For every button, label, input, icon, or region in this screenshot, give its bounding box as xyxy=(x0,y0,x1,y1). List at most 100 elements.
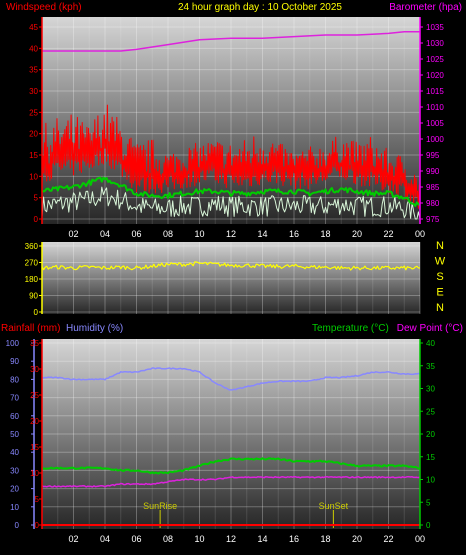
compass-label: W xyxy=(435,256,446,268)
sun-marker-label: SunSet xyxy=(319,501,349,511)
y-tick-label: 30 xyxy=(10,466,19,475)
y-tick-label: 15 xyxy=(29,151,38,160)
barometer-series-line xyxy=(42,31,420,52)
x-tick-label: 16 xyxy=(289,229,299,239)
x-tick-label: 10 xyxy=(194,229,204,239)
windspeed-series-line xyxy=(41,104,421,209)
y-tick-label: 100 xyxy=(6,339,20,348)
y-tick-label: 1035 xyxy=(426,23,444,32)
rainfall-axis-label: Rainfall (mm) xyxy=(1,323,60,334)
x-tick-label: 04 xyxy=(100,534,110,544)
y-tick-label: 30 xyxy=(29,87,38,96)
y-tick-label: 0 xyxy=(15,521,20,530)
humidity-series-line xyxy=(41,367,421,391)
temperature-axis-label: Temperature (°C) xyxy=(312,323,389,334)
x-tick-label: 12 xyxy=(226,534,236,544)
y-tick-label: 35 xyxy=(426,362,435,371)
y-tick-label: 980 xyxy=(426,199,440,208)
sun-marker-label: SunRise xyxy=(143,501,177,511)
x-tick-label: 08 xyxy=(163,534,173,544)
y-tick-label: 180 xyxy=(25,275,39,284)
y-tick-label: 20 xyxy=(29,130,38,139)
humidity-axis-label: Humidity (%) xyxy=(66,323,123,334)
y-tick-label: 35 xyxy=(30,339,39,348)
x-tick-label: 20 xyxy=(352,534,362,544)
x-tick-label: 02 xyxy=(68,534,78,544)
y-tick-label: 45 xyxy=(29,23,38,32)
y-tick-label: 25 xyxy=(426,407,435,416)
y-tick-label: 60 xyxy=(10,412,19,421)
compass-label: N xyxy=(436,302,444,314)
x-tick-label: 18 xyxy=(320,534,330,544)
direction-series-line xyxy=(41,261,421,271)
temperature-series-line xyxy=(41,457,421,475)
y-tick-label: 90 xyxy=(10,357,19,366)
y-tick-label: 25 xyxy=(29,108,38,117)
y-tick-label: 1025 xyxy=(426,55,444,64)
y-tick-label: 995 xyxy=(426,151,440,160)
wind-barometer-panel: 02 04 06 08 10 12 14 16 18 20 22 00 051015202530354… xyxy=(29,17,444,239)
y-tick-label: 30 xyxy=(30,365,39,374)
y-tick-label: 70 xyxy=(10,394,19,403)
y-tick-label: 5 xyxy=(34,194,39,203)
x-tick-label: 14 xyxy=(257,229,267,239)
y-tick-label: 40 xyxy=(29,44,38,53)
y-tick-label: 0 xyxy=(34,308,39,317)
y-tick-label: 30 xyxy=(426,385,435,394)
compass-label: S xyxy=(436,271,443,283)
x-tick-label: 20 xyxy=(352,229,362,239)
y-tick-label: 975 xyxy=(426,215,440,224)
y-tick-label: 1005 xyxy=(426,119,444,128)
rain-humidity-temperature-panel: 02 04 06 08 10 12 14 16 18 20 22 00 SunRise SunSet 0… xyxy=(6,339,435,544)
y-tick-label: 1020 xyxy=(426,71,444,80)
compass-label: N xyxy=(436,240,444,252)
panel-background xyxy=(42,242,420,314)
x-tick-label: 12 xyxy=(226,229,236,239)
y-tick-label: 5 xyxy=(426,498,431,507)
dewpoint-series-line xyxy=(41,475,421,488)
y-tick-label: 20 xyxy=(10,485,19,494)
y-tick-label: 985 xyxy=(426,183,440,192)
panel-background xyxy=(42,339,420,529)
y-tick-label: 20 xyxy=(30,417,39,426)
y-tick-label: 15 xyxy=(426,453,435,462)
y-tick-label: 360 xyxy=(25,242,39,251)
y-tick-label: 35 xyxy=(29,66,38,75)
y-tick-label: 1010 xyxy=(426,103,444,112)
y-tick-label: 10 xyxy=(30,469,39,478)
x-tick-label: 06 xyxy=(131,534,141,544)
x-tick-label: 22 xyxy=(383,229,393,239)
lull-series-line xyxy=(41,186,421,220)
x-tick-label: 18 xyxy=(320,229,330,239)
y-tick-label: 0 xyxy=(34,215,39,224)
y-tick-label: 40 xyxy=(10,448,19,457)
y-tick-label: 90 xyxy=(29,292,38,301)
windspeed-axis-label: Windspeed (kph) xyxy=(6,2,82,13)
x-tick-label: 06 xyxy=(131,229,141,239)
compass-label: E xyxy=(436,287,443,299)
y-tick-label: 1030 xyxy=(426,39,444,48)
y-tick-label: 270 xyxy=(25,259,39,268)
y-tick-label: 5 xyxy=(35,495,40,504)
graph-title: 24 hour graph day : 10 October 2025 xyxy=(178,2,342,13)
x-tick-label: 00 xyxy=(415,229,425,239)
y-tick-label: 1015 xyxy=(426,87,444,96)
dewpoint-axis-label: Dew Point (°C) xyxy=(397,323,463,334)
y-tick-label: 10 xyxy=(10,503,19,512)
x-tick-label: 08 xyxy=(163,229,173,239)
y-tick-label: 10 xyxy=(426,476,435,485)
x-tick-label: 10 xyxy=(194,534,204,544)
x-tick-label: 14 xyxy=(257,534,267,544)
y-tick-label: 0 xyxy=(35,521,40,530)
y-tick-label: 50 xyxy=(10,430,19,439)
barometer-axis-label: Barometer (hpa) xyxy=(389,2,462,13)
average-series-line xyxy=(41,176,421,207)
y-tick-label: 10 xyxy=(29,172,38,181)
y-tick-label: 25 xyxy=(30,391,39,400)
y-tick-label: 0 xyxy=(426,521,431,530)
x-tick-label: 02 xyxy=(68,229,78,239)
y-tick-label: 80 xyxy=(10,375,19,384)
y-tick-label: 20 xyxy=(426,430,435,439)
